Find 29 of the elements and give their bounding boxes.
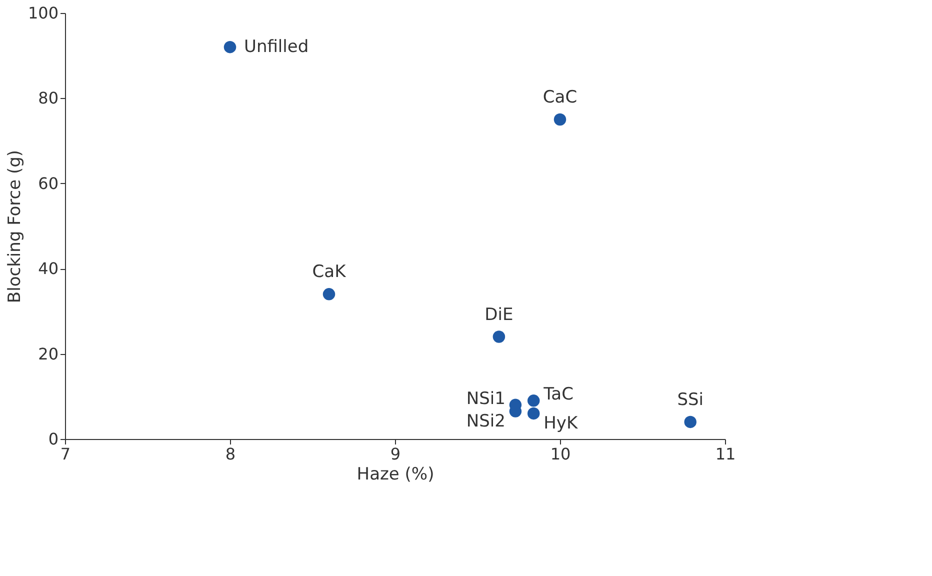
point	[527, 394, 540, 407]
y-tick-label: 60	[38, 174, 58, 193]
point	[224, 40, 236, 54]
x-axis-title: Haze (%)	[356, 464, 434, 484]
annotation: Unfilled	[244, 37, 309, 58]
y-axis-title: Blocking Force (g)	[4, 150, 25, 304]
annotation: CaK	[312, 262, 347, 282]
x-tick-label: 7	[60, 444, 71, 464]
y-tick-label: 20	[38, 344, 58, 364]
annotation: NSi1	[466, 388, 506, 409]
y-tick-label: 40	[38, 259, 58, 278]
annotation: NSi2	[466, 411, 506, 432]
y-tick-label: 0	[48, 430, 58, 448]
annotation: DiE	[484, 304, 514, 325]
y-tick-label: 80	[38, 88, 58, 108]
annotation: CaC	[542, 88, 578, 108]
x-tick-label: 8	[225, 444, 236, 464]
x-tick-label: 11	[715, 444, 736, 464]
point	[527, 407, 540, 420]
point	[684, 416, 696, 428]
point	[492, 330, 506, 343]
y-tick-label: 100	[28, 4, 58, 22]
annotation: SSi	[677, 390, 704, 410]
point	[554, 113, 566, 126]
annotation: TaC	[542, 384, 574, 405]
x-tick-label: 10	[550, 444, 571, 464]
point	[322, 288, 336, 300]
x-tick-label: 9	[390, 444, 401, 464]
annotation: HyK	[544, 413, 578, 434]
